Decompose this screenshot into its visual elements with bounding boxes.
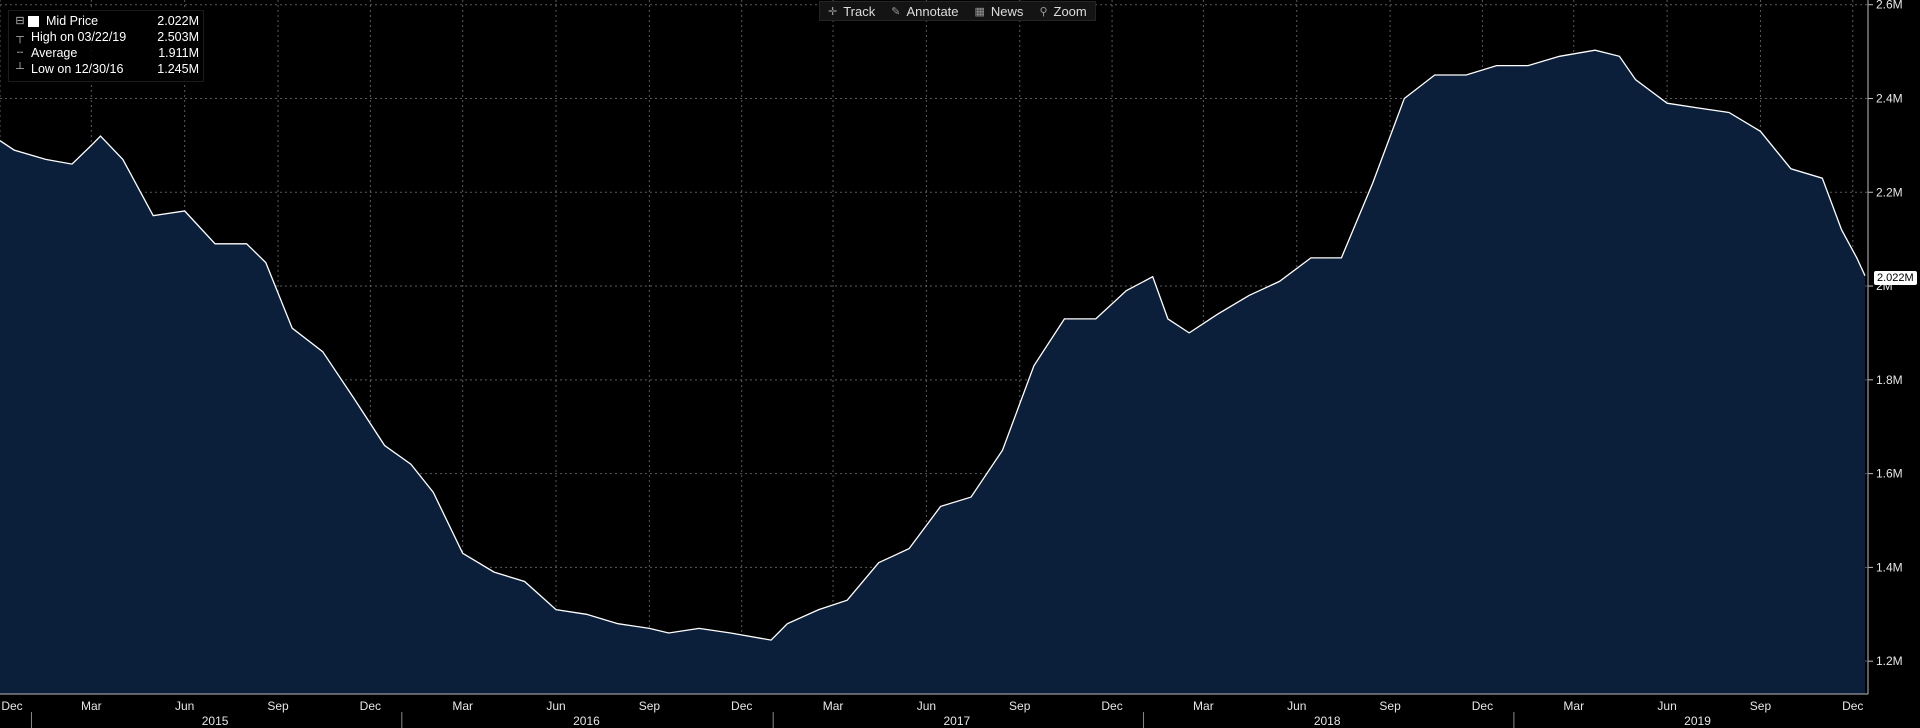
news-button[interactable]: ▦ News	[967, 2, 1032, 20]
x-tick-label: Mar	[1563, 699, 1584, 713]
y-tick-label: 1.6M	[1876, 467, 1903, 481]
year-label: 2019	[1684, 714, 1711, 728]
track-button[interactable]: ✛ Track	[820, 2, 883, 20]
year-label: 2018	[1314, 714, 1341, 728]
x-tick-label: Dec	[1842, 699, 1863, 713]
year-label: 2017	[943, 714, 970, 728]
x-tick-label: Jun	[1287, 699, 1306, 713]
mid-price-area	[0, 50, 1865, 694]
y-tick-label: 1.8M	[1876, 373, 1903, 387]
news-icon: ▦	[974, 5, 985, 18]
year-label: 2015	[202, 714, 229, 728]
pencil-icon: ✎	[891, 5, 901, 18]
x-tick-label: Sep	[1750, 699, 1772, 713]
track-label: Track	[843, 3, 876, 19]
y-tick-label: 2.4M	[1876, 91, 1903, 105]
zoom-button[interactable]: ⚲ Zoom	[1031, 2, 1094, 20]
y-tick-label: 1.4M	[1876, 560, 1903, 574]
high-marker-icon: ┬	[16, 31, 24, 43]
x-tick-label: Mar	[1193, 699, 1214, 713]
legend-label: Low on 12/30/16	[31, 62, 124, 76]
crosshair-icon: ✛	[828, 5, 838, 18]
x-tick-label: Sep	[1009, 699, 1031, 713]
x-tick-label: Jun	[175, 699, 194, 713]
legend-value: 2.022M	[157, 14, 199, 28]
mid-price-line	[0, 49, 1866, 641]
legend-label: High on 03/22/19	[31, 30, 127, 44]
legend-value: 2.503M	[157, 30, 199, 44]
legend-value: 1.911M	[158, 46, 199, 60]
average-marker-icon: ╌	[16, 47, 24, 59]
annotate-button[interactable]: ✎ Annotate	[883, 2, 966, 20]
x-tick-label: Dec	[1101, 699, 1122, 713]
y-tick-label: 1.2M	[1876, 654, 1903, 668]
collapse-icon[interactable]: ⊟	[15, 15, 25, 27]
legend-label: Mid Price	[46, 14, 99, 28]
low-marker-icon: ┴	[16, 63, 24, 75]
x-tick-label: Mar	[81, 699, 102, 713]
chart-toolbar: ✛ Track ✎ Annotate ▦ News ⚲ Zoom	[819, 1, 1096, 21]
x-tick-label: Jun	[546, 699, 565, 713]
x-tick-label: Mar	[452, 699, 473, 713]
x-tick-label: Sep	[639, 699, 661, 713]
x-tick-label: Sep	[267, 699, 289, 713]
x-tick-label: Dec	[360, 699, 381, 713]
x-tick-label: Jun	[917, 699, 936, 713]
x-tick-label: Mar	[823, 699, 844, 713]
year-label: 2016	[573, 714, 600, 728]
legend-low[interactable]: ┴ Low on 12/30/16 1.245M	[13, 61, 199, 77]
chart-legend: ⊟ Mid Price 2.022M ┬ High on 03/22/19 2.…	[8, 10, 204, 82]
legend-high[interactable]: ┬ High on 03/22/19 2.503M	[13, 29, 199, 45]
annotate-label: Annotate	[906, 3, 959, 19]
x-axis: Dec Mar Jun Sep Dec Mar Jun Sep Dec Mar Jun Sep Dec M…	[0, 693, 1868, 728]
legend-average[interactable]: ╌ Average 1.911M	[13, 45, 199, 61]
x-tick-label: Dec	[1, 699, 22, 713]
legend-label: Average	[31, 46, 78, 60]
news-label: News	[990, 3, 1024, 19]
last-value-tag: 2.022M	[1874, 271, 1917, 285]
legend-mid-price[interactable]: ⊟ Mid Price 2.022M	[13, 13, 199, 29]
x-tick-label: Dec	[1472, 699, 1493, 713]
mid-price-swatch-icon	[28, 15, 39, 27]
zoom-label: Zoom	[1053, 3, 1087, 19]
x-tick-label: Jun	[1657, 699, 1676, 713]
x-tick-label: Sep	[1379, 699, 1401, 713]
y-tick-label: 2.6M	[1876, 0, 1903, 12]
magnifier-icon: ⚲	[1039, 5, 1048, 18]
x-tick-label: Dec	[731, 699, 752, 713]
y-tick-label: 2.2M	[1876, 185, 1903, 199]
legend-value: 1.245M	[157, 62, 199, 76]
